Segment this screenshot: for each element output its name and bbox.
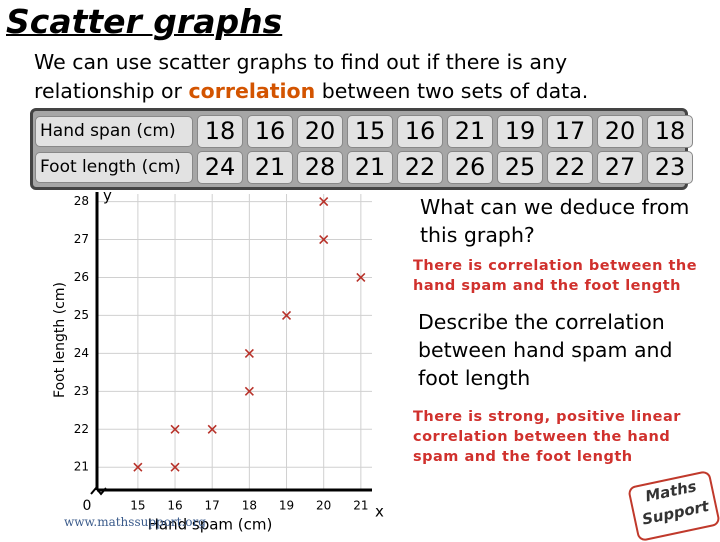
data-table: Hand span (cm) 18 16 20 15 16 21 19 17 20 18 Foot l… — [30, 108, 693, 190]
table-cell: 24 — [197, 150, 243, 184]
table-cell: 25 — [497, 150, 543, 184]
table-cell: 18 — [647, 114, 693, 148]
y-tick-label: 22 — [74, 422, 89, 436]
point — [356, 272, 366, 283]
table-cell: 21 — [447, 114, 493, 148]
axis-letter: x — [375, 503, 384, 521]
y-tick-label: 25 — [74, 308, 89, 322]
table-cell: 27 — [597, 150, 643, 184]
answer: There is strong, positive linear correla… — [413, 409, 681, 465]
y-tick-label: 28 — [74, 194, 89, 208]
answer: There is correlation between the hand sp… — [413, 258, 698, 294]
row-label: Hand span (cm) — [35, 115, 193, 147]
y-tick-label: 26 — [74, 270, 89, 284]
question: What can we deduce from this graph? — [420, 195, 690, 247]
y-tick-label: 24 — [74, 346, 89, 360]
point — [244, 348, 254, 358]
table-cell: 17 — [547, 114, 593, 148]
axis-break — [90, 486, 107, 496]
point — [319, 234, 329, 245]
x-tick-label: 18 — [242, 499, 257, 513]
table-cell: 22 — [547, 150, 593, 184]
table-cell: 20 — [597, 114, 643, 148]
table-cell: 16 — [247, 114, 293, 148]
y-tick-label: 27 — [74, 232, 89, 246]
point — [207, 424, 217, 434]
table-row: Hand span (cm) 18 16 20 15 16 21 19 17 20 18 — [33, 113, 693, 149]
row-label: Foot length (cm) — [35, 151, 193, 183]
y-tick-label: 23 — [74, 384, 89, 398]
x-tick-label: 17 — [205, 499, 220, 513]
table-cell: 23 — [647, 150, 693, 184]
y-axis-label: Foot length (cm) — [52, 282, 68, 398]
x-tick-label: 21 — [353, 499, 368, 513]
table-cell: 28 — [297, 150, 343, 184]
axis-letter: y — [103, 187, 112, 205]
origin-label: 0 — [83, 498, 92, 514]
table-cell: 16 — [397, 114, 443, 148]
table-cell: 21 — [247, 150, 293, 184]
table-cell: 19 — [497, 114, 543, 148]
point — [133, 462, 143, 472]
table-cell: 26 — [447, 150, 493, 184]
table-cell: 21 — [347, 150, 393, 184]
x-tick-label: 15 — [130, 499, 145, 513]
question: Describe the correlation between hand sp… — [418, 310, 673, 390]
x-axis-label: Hand spam (cm) — [148, 516, 273, 534]
x-tick-label: 20 — [316, 499, 331, 513]
x-tick-label: 16 — [167, 499, 182, 513]
table-cell: 15 — [347, 114, 393, 148]
slide-title: Scatter graphs — [6, 2, 283, 41]
point — [170, 424, 180, 434]
intro: We can use scatter graphs to find out if… — [34, 48, 674, 106]
table-cell: 20 — [297, 114, 343, 148]
y-tick-label: 21 — [74, 460, 89, 474]
intro-text: We can use scatter graphs to find out if… — [34, 50, 568, 103]
point — [244, 386, 254, 396]
intro-highlight: correlation — [188, 79, 316, 103]
x-tick-label: 19 — [279, 499, 294, 513]
table-cell: 18 — [197, 114, 243, 148]
intro-text: between two sets of data. — [321, 79, 589, 103]
point — [170, 462, 180, 472]
point — [319, 197, 329, 207]
footer-url: www.mathssupport.org — [64, 515, 206, 529]
point — [281, 310, 292, 321]
table-cell: 22 — [397, 150, 443, 184]
table-row: Foot length (cm) 24 21 28 21 22 26 25 22 27 23 — [33, 149, 693, 185]
